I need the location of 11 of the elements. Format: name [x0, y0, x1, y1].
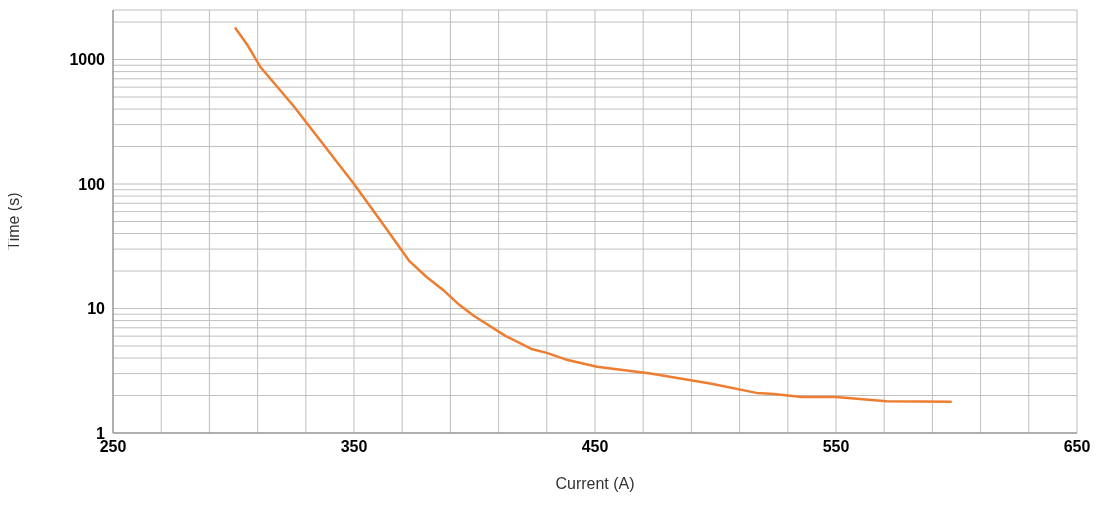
x-tick-label: 550 — [822, 438, 850, 456]
x-axis-title: Current (A) — [555, 475, 635, 492]
y-tick-label: 1000 — [69, 51, 106, 69]
x-tick-label: 250 — [99, 438, 127, 456]
line-series — [233, 26, 953, 404]
y-tick-label: 10 — [87, 300, 106, 318]
y-tick-label: 100 — [78, 175, 106, 193]
x-tick-label: 650 — [1063, 438, 1091, 456]
x-tick-label: 450 — [581, 438, 609, 456]
x-tick-label: 350 — [340, 438, 368, 456]
y-axis-title: Time (s) — [4, 192, 22, 251]
